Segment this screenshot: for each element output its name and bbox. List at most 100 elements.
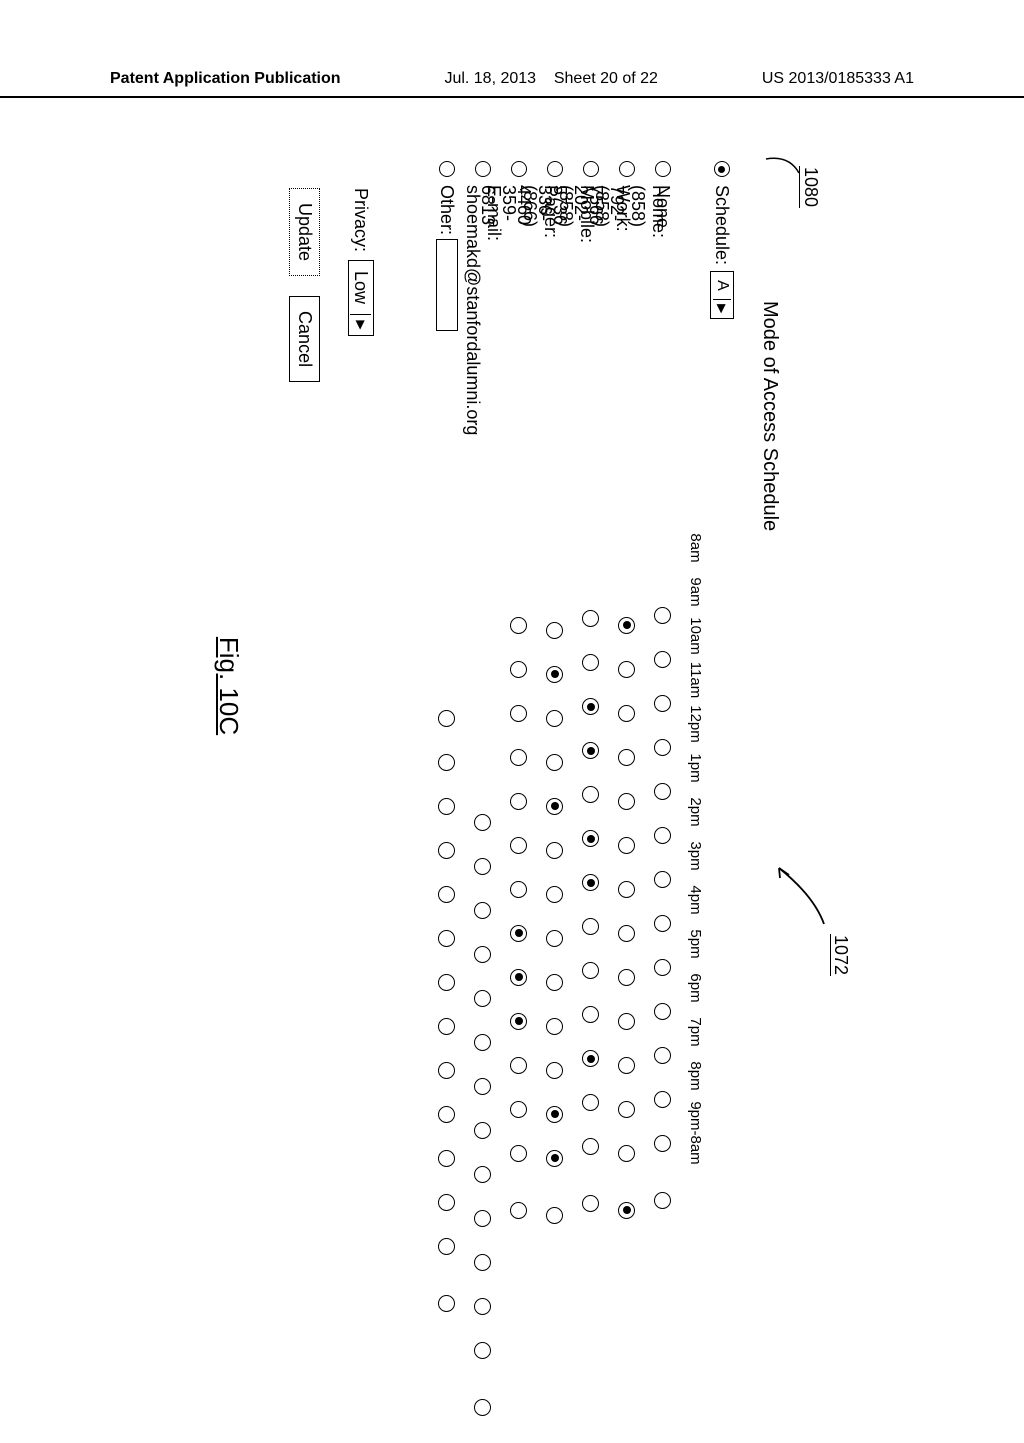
time-slot-radio[interactable]: [511, 881, 528, 898]
schedule-select[interactable]: A ▶: [710, 271, 734, 319]
time-slot-radio[interactable]: [547, 710, 564, 727]
time-slot-radio[interactable]: [439, 1238, 456, 1255]
time-slot-radio[interactable]: [511, 837, 528, 854]
time-slot-radio[interactable]: [475, 946, 492, 963]
time-slot-radio[interactable]: [619, 969, 636, 986]
time-slot-radio[interactable]: [475, 1254, 492, 1271]
time-slot-radio[interactable]: [619, 881, 636, 898]
time-slot-radio[interactable]: [583, 699, 600, 716]
time-slot-radio[interactable]: [619, 925, 636, 942]
time-slot-radio[interactable]: [475, 990, 492, 1007]
time-slot-radio[interactable]: [583, 1051, 600, 1068]
cancel-button[interactable]: Cancel: [289, 296, 320, 382]
time-slot-radio[interactable]: [583, 831, 600, 848]
time-slot-radio[interactable]: [655, 915, 672, 932]
privacy-select[interactable]: Low ▶: [348, 260, 374, 336]
row-radio[interactable]: [439, 161, 455, 177]
time-slot-radio[interactable]: [583, 1007, 600, 1024]
time-slot-radio[interactable]: [547, 666, 564, 683]
time-slot-radio[interactable]: [439, 710, 456, 727]
time-slot-radio[interactable]: [475, 1078, 492, 1095]
row-radio[interactable]: [511, 161, 527, 177]
time-slot-radio[interactable]: [511, 749, 528, 766]
time-slot-radio[interactable]: [439, 1062, 456, 1079]
time-slot-radio[interactable]: [511, 1145, 528, 1162]
time-slot-radio[interactable]: [655, 695, 672, 712]
time-slot-radio[interactable]: [547, 1062, 564, 1079]
time-slot-radio[interactable]: [583, 963, 600, 980]
time-slot-radio[interactable]: [619, 1013, 636, 1030]
time-slot-radio[interactable]: [655, 607, 672, 624]
time-slot-radio[interactable]: [547, 974, 564, 991]
time-slot-radio[interactable]: [547, 798, 564, 815]
time-slot-radio[interactable]: [655, 959, 672, 976]
time-slot-radio[interactable]: [619, 617, 636, 634]
time-slot-radio[interactable]: [439, 974, 456, 991]
time-slot-radio[interactable]: [583, 1095, 600, 1112]
time-slot-radio[interactable]: [475, 1034, 492, 1051]
time-slot-radio[interactable]: [619, 1202, 636, 1219]
time-slot-radio[interactable]: [475, 1342, 492, 1359]
time-slot-radio[interactable]: [619, 661, 636, 678]
time-slot-radio[interactable]: [511, 661, 528, 678]
time-slot-radio[interactable]: [439, 842, 456, 859]
time-slot-radio[interactable]: [619, 793, 636, 810]
time-slot-radio[interactable]: [619, 705, 636, 722]
update-button[interactable]: Update: [289, 188, 320, 276]
time-slot-radio[interactable]: [475, 814, 492, 831]
time-slot-radio[interactable]: [511, 617, 528, 634]
time-slot-radio[interactable]: [439, 1194, 456, 1211]
time-slot-radio[interactable]: [583, 1139, 600, 1156]
time-slot-radio[interactable]: [547, 842, 564, 859]
time-slot-radio[interactable]: [547, 1150, 564, 1167]
time-slot-radio[interactable]: [511, 1013, 528, 1030]
time-slot-radio[interactable]: [511, 705, 528, 722]
time-slot-radio[interactable]: [439, 930, 456, 947]
time-slot-radio[interactable]: [583, 919, 600, 936]
time-slot-radio[interactable]: [655, 827, 672, 844]
row-radio[interactable]: [475, 161, 491, 177]
time-slot-radio[interactable]: [511, 1202, 528, 1219]
time-slot-radio[interactable]: [655, 1091, 672, 1108]
time-slot-radio[interactable]: [475, 1399, 492, 1416]
time-slot-radio[interactable]: [439, 1106, 456, 1123]
time-slot-radio[interactable]: [475, 902, 492, 919]
time-slot-radio[interactable]: [619, 1057, 636, 1074]
time-slot-radio[interactable]: [439, 886, 456, 903]
time-slot-radio[interactable]: [655, 1003, 672, 1020]
time-slot-radio[interactable]: [583, 743, 600, 760]
time-slot-radio[interactable]: [511, 925, 528, 942]
time-slot-radio[interactable]: [583, 611, 600, 628]
time-slot-radio[interactable]: [583, 1196, 600, 1213]
time-slot-radio[interactable]: [655, 739, 672, 756]
time-slot-radio[interactable]: [619, 1101, 636, 1118]
time-slot-radio[interactable]: [655, 1192, 672, 1209]
time-slot-radio[interactable]: [655, 1047, 672, 1064]
time-slot-radio[interactable]: [475, 858, 492, 875]
time-slot-radio[interactable]: [547, 886, 564, 903]
time-slot-radio[interactable]: [439, 1150, 456, 1167]
time-slot-radio[interactable]: [475, 1210, 492, 1227]
time-slot-radio[interactable]: [583, 875, 600, 892]
time-slot-radio[interactable]: [475, 1122, 492, 1139]
time-slot-radio[interactable]: [655, 651, 672, 668]
time-slot-radio[interactable]: [511, 969, 528, 986]
time-slot-radio[interactable]: [547, 930, 564, 947]
time-slot-radio[interactable]: [547, 622, 564, 639]
time-slot-radio[interactable]: [511, 793, 528, 810]
time-slot-radio[interactable]: [439, 1018, 456, 1035]
time-slot-radio[interactable]: [583, 787, 600, 804]
time-slot-radio[interactable]: [547, 754, 564, 771]
time-slot-radio[interactable]: [547, 1106, 564, 1123]
time-slot-radio[interactable]: [583, 655, 600, 672]
time-slot-radio[interactable]: [655, 871, 672, 888]
time-slot-radio[interactable]: [475, 1166, 492, 1183]
time-slot-radio[interactable]: [439, 1295, 456, 1312]
other-input[interactable]: [436, 239, 458, 331]
time-slot-radio[interactable]: [511, 1101, 528, 1118]
time-slot-radio[interactable]: [655, 783, 672, 800]
time-slot-radio[interactable]: [439, 798, 456, 815]
time-slot-radio[interactable]: [655, 1135, 672, 1152]
time-slot-radio[interactable]: [475, 1298, 492, 1315]
schedule-radio[interactable]: [714, 161, 730, 177]
